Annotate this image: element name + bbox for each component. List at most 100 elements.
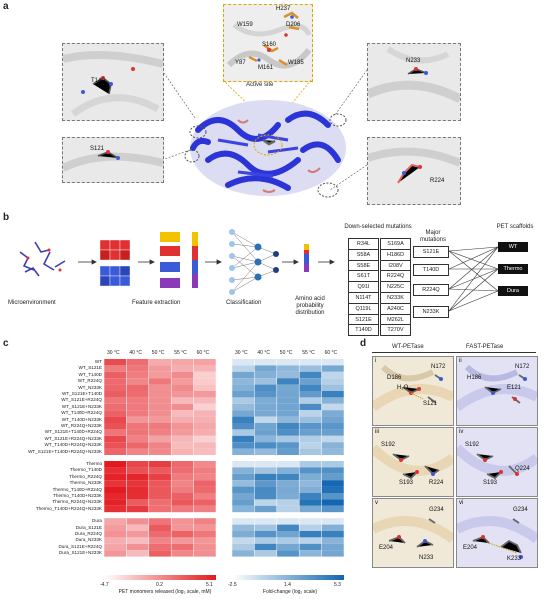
heatmap-cell-blue [276, 429, 300, 436]
heatmap-cell-red [104, 550, 127, 557]
heatmap-cell-red [148, 359, 172, 366]
temperature-label: 60 °C [324, 350, 338, 356]
mutation-scaffold-links [448, 246, 499, 312]
residue-k233: K233 [507, 556, 522, 562]
heatmap-cell-blue [254, 550, 277, 557]
heatmap-cell-blue [254, 448, 277, 455]
heatmap-row-label: WT_R224Q+N233K [61, 423, 102, 428]
heatmap-cell-red [148, 435, 172, 443]
structure-ii: ii H186 N172 E121 [456, 356, 538, 426]
heatmap-row-label: Thermo_R224Q [69, 473, 102, 479]
heatmap-cell-blue [232, 435, 255, 443]
heatmap-cell-red [193, 550, 216, 557]
heatmap-cell-blue [321, 537, 344, 544]
heatmap-cell-blue [232, 461, 255, 468]
temperature-label: 50 °C [151, 350, 165, 356]
heatmap-cell-red [104, 435, 127, 443]
heatmap-row-label: Dura [92, 518, 102, 524]
heatmap-cell-red [171, 493, 194, 500]
heatmap-cell-red [104, 467, 127, 474]
heatmap-cell-blue [254, 537, 277, 544]
heatmap-cell-red [126, 416, 149, 423]
heatmap-cell-blue [254, 416, 277, 423]
heatmap-cell-blue [276, 524, 300, 531]
heatmap-cell-red [126, 429, 149, 436]
residue-s121: S121 [423, 401, 438, 407]
heatmap-cell-blue [276, 365, 300, 372]
structure-i: i D186 H₂O N172 S121 [372, 356, 454, 426]
heatmap-cell-blue [232, 467, 255, 474]
heatmap-cell-blue [321, 550, 344, 557]
heatmap-cell-red [148, 473, 172, 481]
heatmap-cell-red [148, 371, 172, 379]
temperature-label: 40 °C [257, 350, 270, 356]
heatmap-cell-red [126, 448, 149, 455]
active-site-inset: H237 W159 D206 S160 Y87 M161 W185 [223, 4, 313, 82]
temperature-label: 55 °C [174, 350, 187, 356]
heatmap-cell-blue [276, 423, 300, 430]
residue-s192: S192 [381, 442, 396, 448]
temperature-label: 30 °C [107, 350, 120, 356]
red-scale-label: PET monomers released (log₂ scale, mM) [118, 589, 212, 595]
heatmap-cell-red [148, 416, 172, 423]
residue-h237: H237 [276, 6, 291, 12]
heatmap-cell-blue [276, 384, 300, 391]
heatmap-cell-blue [321, 397, 344, 404]
mutation-t140d: T140D [348, 324, 379, 337]
heatmap-cell-red [193, 493, 216, 500]
heatmap-cell-red [148, 524, 172, 531]
heatmap-cell-blue [321, 384, 344, 391]
heatmap-cell-red [171, 518, 194, 525]
heatmap-cell-blue [321, 493, 344, 500]
heatmap-cell-red [104, 384, 127, 391]
heatmap-cell-red [126, 359, 149, 366]
heatmap-cell-blue [232, 499, 255, 506]
heatmap-row-label: Thermo_T140D+N233K [53, 493, 102, 498]
heatmap-cell-red [126, 435, 149, 443]
step-feature-extraction: Feature extraction [132, 300, 181, 306]
heatmap-cell-blue [276, 480, 300, 487]
heatmap-row-label: WT_T140D+N233K [61, 416, 102, 422]
heatmap-cell-blue [321, 410, 344, 417]
heatmap-cell-blue [276, 543, 300, 551]
heatmap-cell-blue [321, 486, 344, 493]
residue-g234-fast: G234 [513, 507, 528, 513]
heatmap-cell-blue [276, 461, 300, 468]
down-selected-title: Down-selected mutations [344, 224, 412, 230]
heatmap-cell-blue [321, 531, 344, 538]
heatmap-cell-red [171, 448, 194, 455]
step-microenvironment: Microenvironment [8, 300, 56, 306]
heatmap-cell-blue [254, 391, 277, 398]
heatmap-cell-red [126, 531, 149, 538]
heatmap-cell-red [193, 365, 216, 372]
heatmap-cell-red [171, 537, 194, 544]
residue-d186: D186 [387, 375, 402, 381]
heatmap-cell-blue [276, 371, 300, 379]
heatmap-cell-red [104, 505, 127, 513]
heatmap-cell-red [126, 537, 149, 544]
sub-iii: iii [375, 429, 379, 435]
heatmap-cell-blue [254, 543, 277, 551]
heatmap-cell-blue [254, 378, 277, 385]
heatmap-cell-blue [232, 537, 255, 544]
heatmap-cell-red [148, 537, 172, 544]
heatmap-cell-red [104, 448, 127, 455]
panel-a-connectors [161, 69, 368, 191]
heatmap-cell-blue [299, 461, 322, 468]
heatmap-cell-red [104, 518, 127, 525]
heatmap-cell-blue [276, 435, 300, 443]
heatmap-row-label: Thermo [86, 461, 102, 466]
heatmap-cell-blue [321, 499, 344, 506]
heatmap-cell-blue [232, 423, 255, 430]
heatmap-cell-red [193, 391, 216, 398]
heatmap-cell-blue [254, 371, 277, 379]
heatmap-cell-blue [276, 499, 300, 506]
heatmap-cell-blue [276, 448, 300, 455]
heatmap-cell-blue [232, 550, 255, 557]
heatmap-cell-blue [276, 359, 300, 366]
heatmap-cell-red [104, 391, 127, 398]
heatmap-cell-red [193, 359, 216, 366]
heatmap-cell-blue [321, 518, 344, 525]
heatmap-cell-blue [321, 416, 344, 423]
heatmap-cell-blue [299, 397, 322, 404]
